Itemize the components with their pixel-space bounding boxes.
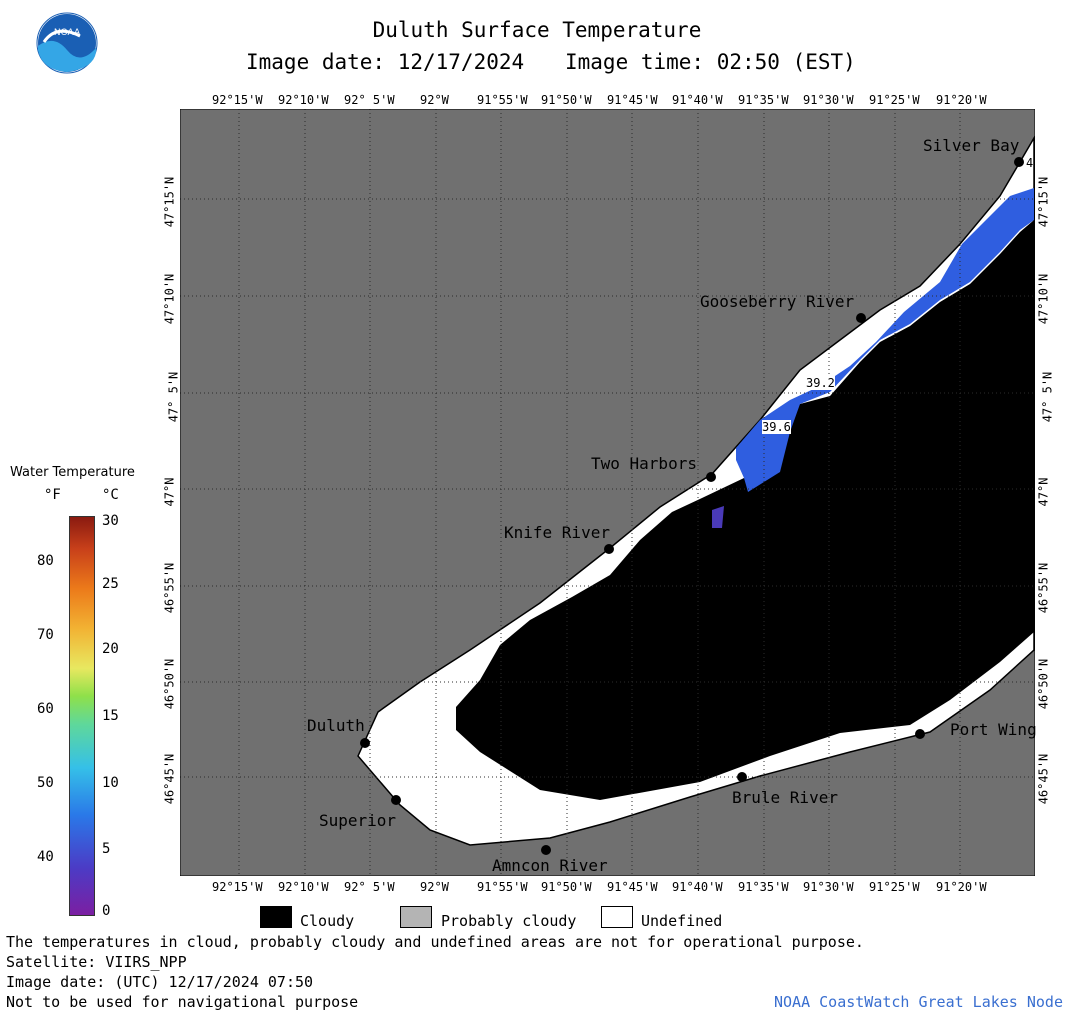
edge-temperature-label: 4 — [1026, 156, 1034, 170]
disclaimer-text: The temperatures in cloud, probably clou… — [6, 933, 864, 951]
lon-label: 91°50'W — [541, 880, 592, 894]
place-silver-bay: Silver Bay — [923, 136, 1020, 155]
lon-label: 92°10'W — [278, 93, 329, 107]
c-tick: 15 — [102, 708, 119, 724]
utc-date-text: Image date: (UTC) 12/17/2024 07:50 — [6, 973, 314, 991]
place-markers — [360, 157, 1024, 855]
lat-label: 46°50'N — [1036, 658, 1051, 710]
c-tick: 30 — [102, 513, 119, 529]
f-tick: 60 — [37, 701, 54, 717]
lon-label: 91°40'W — [672, 880, 723, 894]
f-tick: 70 — [37, 627, 54, 643]
marker-silver-bay — [1014, 157, 1024, 167]
place-superior: Superior — [319, 811, 397, 830]
image-time: Image time: 02:50 (EST) — [565, 50, 856, 74]
marker-gooseberry-river — [856, 313, 866, 323]
f-tick: 80 — [37, 553, 54, 569]
lat-label: 47°N — [1036, 477, 1051, 507]
marker-superior — [391, 795, 401, 805]
lon-label: 91°40'W — [672, 93, 723, 107]
marker-two-harbors — [706, 472, 716, 482]
lon-label: 91°25'W — [869, 880, 920, 894]
place-amncon-river: Amncon River — [492, 856, 608, 875]
c-tick: 5 — [102, 841, 111, 857]
grid-lines — [180, 109, 1035, 876]
legend-unit-c: °C — [102, 487, 119, 503]
key-probably-cloudy-label: Probably cloudy — [441, 912, 577, 930]
color-scale-bar — [69, 516, 95, 916]
cold-water-patch — [712, 506, 724, 528]
page-title: Duluth Surface Temperature — [372, 18, 702, 42]
temp-label-39-2: 39.2 — [806, 376, 835, 390]
lon-label: 91°20'W — [936, 880, 987, 894]
lon-label: 92° 5'W — [344, 93, 395, 107]
c-tick: 25 — [102, 576, 119, 592]
lat-label: 47°15'N — [1036, 176, 1051, 228]
cold-water-area — [736, 188, 1034, 492]
lon-label: 91°55'W — [477, 880, 528, 894]
cloudy-area — [456, 220, 1034, 800]
key-probably-cloudy-swatch — [400, 906, 432, 928]
lon-label: 92°10'W — [278, 880, 329, 894]
place-duluth: Duluth — [307, 716, 365, 735]
lat-label: 47° 5'N — [1040, 371, 1055, 423]
lat-label: 47°10'N — [1036, 273, 1051, 325]
lat-label: 46°45'N — [1036, 753, 1051, 805]
legend-title: Water Temperature — [10, 465, 135, 480]
key-undefined-label: Undefined — [641, 912, 723, 930]
lat-label: 46°45'N — [162, 753, 177, 805]
place-port-wing: Port Wing — [950, 720, 1037, 739]
marker-knife-river — [604, 544, 614, 554]
marker-amncon-river — [541, 845, 551, 855]
nav-warning-text: Not to be used for navigational purpose — [6, 993, 359, 1011]
lon-label: 91°50'W — [541, 93, 592, 107]
key-cloudy-label: Cloudy — [300, 912, 355, 930]
c-tick: 20 — [102, 641, 119, 657]
lat-label: 47° 5'N — [166, 371, 181, 423]
place-gooseberry-river: Gooseberry River — [700, 292, 855, 311]
temperature-map — [180, 109, 1035, 876]
c-tick: 0 — [102, 903, 111, 919]
f-tick: 40 — [37, 849, 54, 865]
lon-label: 92°15'W — [212, 880, 263, 894]
lon-label: 92°W — [420, 880, 449, 894]
lat-label: 46°55'N — [1036, 562, 1051, 614]
image-date: Image date: 12/17/2024 — [246, 50, 525, 74]
lat-label: 46°55'N — [162, 562, 177, 614]
lon-label: 91°20'W — [936, 93, 987, 107]
lat-label: 47°N — [162, 477, 177, 507]
lon-label: 92°15'W — [212, 93, 263, 107]
lon-label: 91°25'W — [869, 93, 920, 107]
lon-label: 91°45'W — [607, 880, 658, 894]
lon-label: 91°35'W — [738, 880, 789, 894]
place-two-harbors: Two Harbors — [591, 454, 697, 473]
lon-label: 91°30'W — [803, 880, 854, 894]
lon-label: 91°35'W — [738, 93, 789, 107]
lon-label: 92°W — [420, 93, 449, 107]
key-undefined-swatch — [601, 906, 633, 928]
satellite-text: Satellite: VIIRS_NPP — [6, 953, 187, 971]
logo-text: NOAA — [54, 28, 81, 38]
lon-label: 91°30'W — [803, 93, 854, 107]
lat-label: 47°15'N — [162, 176, 177, 228]
marker-port-wing — [915, 729, 925, 739]
lat-label: 47°10'N — [162, 273, 177, 325]
temp-label-39-6: 39.6 — [762, 420, 791, 434]
marker-duluth — [360, 738, 370, 748]
lon-label: 92° 5'W — [344, 880, 395, 894]
credit-link[interactable]: NOAA CoastWatch Great Lakes Node — [774, 993, 1063, 1011]
lon-label: 91°55'W — [477, 93, 528, 107]
lon-label: 91°45'W — [607, 93, 658, 107]
lat-label: 46°50'N — [162, 658, 177, 710]
place-brule-river: Brule River — [732, 788, 838, 807]
marker-brule-river — [737, 772, 747, 782]
legend-unit-f: °F — [44, 487, 61, 503]
f-tick: 50 — [37, 775, 54, 791]
key-cloudy-swatch — [260, 906, 292, 928]
place-knife-river: Knife River — [504, 523, 610, 542]
noaa-logo: NOAA — [36, 12, 98, 74]
c-tick: 10 — [102, 775, 119, 791]
